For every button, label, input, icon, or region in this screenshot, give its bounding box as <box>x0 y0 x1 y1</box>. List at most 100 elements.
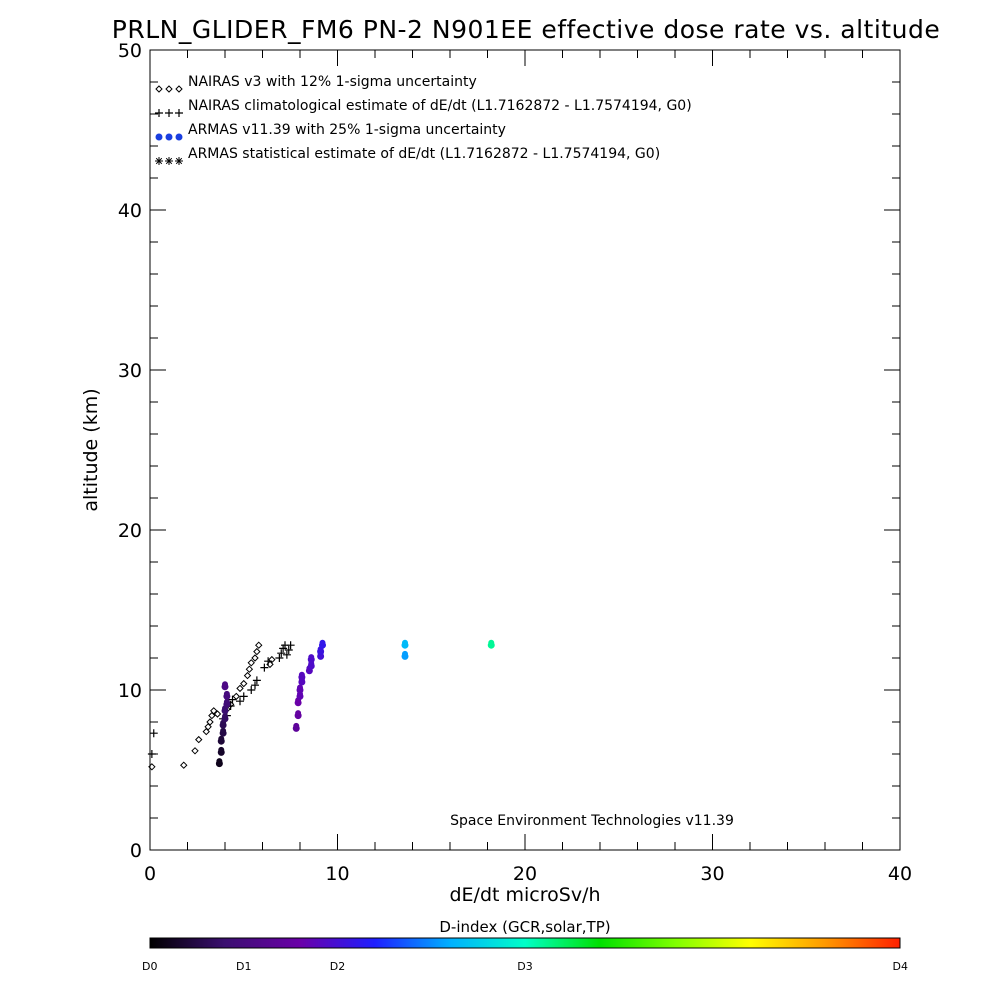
data-point-stack <box>308 654 315 661</box>
colorbar-label: D4 <box>893 960 908 973</box>
data-point <box>149 729 158 738</box>
legend-marker <box>175 85 183 93</box>
y-tick-label: 50 <box>118 40 142 62</box>
data-point <box>208 711 216 720</box>
legend: NAIRAS v3 with 12% 1-sigma uncertainty NA… <box>155 74 692 165</box>
data-point-stack <box>402 650 408 657</box>
x-tick-label: 10 <box>325 863 349 885</box>
chart-title: PRLN_GLIDER_FM6 PN-2 N901EE effective do… <box>112 15 940 44</box>
data-point <box>247 686 256 694</box>
data-point <box>247 659 255 667</box>
data-point <box>147 750 156 758</box>
y-tick-label: 0 <box>130 840 142 862</box>
legend-label: ARMAS v11.39 with 25% 1-sigma uncertaint… <box>188 122 506 138</box>
data-point <box>268 655 276 664</box>
x-axis-label: dE/dt microSv/h <box>449 884 600 906</box>
data-point-stack <box>319 639 326 646</box>
data-point <box>282 650 291 659</box>
data-point-stack <box>222 681 228 688</box>
data-point-stack <box>218 735 225 742</box>
x-tick-label: 40 <box>888 863 912 885</box>
colorbar-label: D1 <box>236 960 251 973</box>
legend-label: NAIRAS v3 with 12% 1-sigma uncertainty <box>188 74 477 90</box>
data-point-stack <box>293 722 300 729</box>
plot-frame <box>149 49 901 851</box>
legend-label: ARMAS statistical estimate of dE/dt (L1.… <box>188 146 660 162</box>
data-point <box>239 692 248 701</box>
data-point <box>260 663 269 672</box>
data-point <box>191 747 199 755</box>
series-0 <box>148 641 276 771</box>
data-point <box>275 654 284 662</box>
data-point <box>204 723 212 731</box>
data-point-stack <box>297 684 303 691</box>
colorbar-labels: D0 D1 D2 D3 D4 <box>142 960 908 973</box>
data-point-stack <box>488 639 495 646</box>
axis-ticks <box>149 49 901 851</box>
x-tick-label: 20 <box>513 863 537 885</box>
legend-marker <box>165 109 173 117</box>
x-tick-label: 0 <box>144 863 156 885</box>
data-point-stack <box>222 713 228 720</box>
data-point <box>243 671 252 680</box>
data-point <box>245 665 254 673</box>
data-point <box>202 727 210 736</box>
legend-marker <box>155 85 163 93</box>
colorbar-title: D-index (GCR,solar,TP) <box>439 918 610 936</box>
data-point-stack <box>218 746 225 753</box>
data-point <box>213 710 222 718</box>
data-point <box>236 697 244 706</box>
data-point-stack <box>402 639 408 646</box>
data-point <box>240 679 248 688</box>
data-point <box>195 735 203 744</box>
data-point <box>180 761 188 769</box>
legend-marker <box>165 85 173 93</box>
data-point <box>210 707 218 715</box>
data-point <box>228 695 237 704</box>
colorbar-label: D2 <box>330 960 345 973</box>
legend-marker <box>175 109 183 117</box>
colorbar-label: D0 <box>142 960 157 973</box>
data-point-stack <box>216 758 223 765</box>
data-point <box>264 657 273 666</box>
data-point <box>251 654 259 662</box>
y-tick-label: 30 <box>118 360 142 382</box>
data-point-stack <box>295 710 302 717</box>
y-tick-label: 10 <box>118 680 142 702</box>
y-tick-label: 40 <box>118 200 142 222</box>
data-point <box>277 649 286 658</box>
legend-marker <box>155 157 163 165</box>
colorbar <box>149 937 901 949</box>
data-point <box>252 676 261 685</box>
data-point <box>284 646 293 654</box>
y-tick-label: 20 <box>118 520 142 542</box>
legend-marker <box>155 133 163 141</box>
legend-marker <box>175 133 183 141</box>
data-point <box>206 718 214 726</box>
y-axis-label: altitude (km) <box>80 388 102 511</box>
series-1 <box>147 641 295 758</box>
legend-marker <box>165 157 173 165</box>
legend-marker <box>165 133 173 141</box>
data-point <box>251 681 259 690</box>
data-point-stack <box>298 671 305 678</box>
data-point <box>286 641 295 650</box>
data-point <box>236 684 244 693</box>
legend-label: NAIRAS climatological estimate of dE/dt … <box>188 98 692 114</box>
data-point-stack <box>223 690 230 697</box>
data-point <box>255 641 263 649</box>
x-tick-label: 30 <box>700 863 724 885</box>
colorbar-label: D3 <box>517 960 532 973</box>
credit-text: Space Environment Technologies v11.39 <box>450 813 734 829</box>
legend-marker <box>175 157 183 165</box>
y-tick-labels: 0 10 20 30 40 50 <box>118 40 142 862</box>
data-point <box>148 763 156 771</box>
data-point <box>253 647 261 656</box>
data-marks <box>147 639 495 771</box>
legend-marker <box>155 109 163 117</box>
data-point-stack <box>220 727 227 734</box>
series-2 <box>215 639 495 768</box>
data-point <box>232 692 240 701</box>
x-tick-labels: 0 10 20 30 40 <box>144 863 912 885</box>
